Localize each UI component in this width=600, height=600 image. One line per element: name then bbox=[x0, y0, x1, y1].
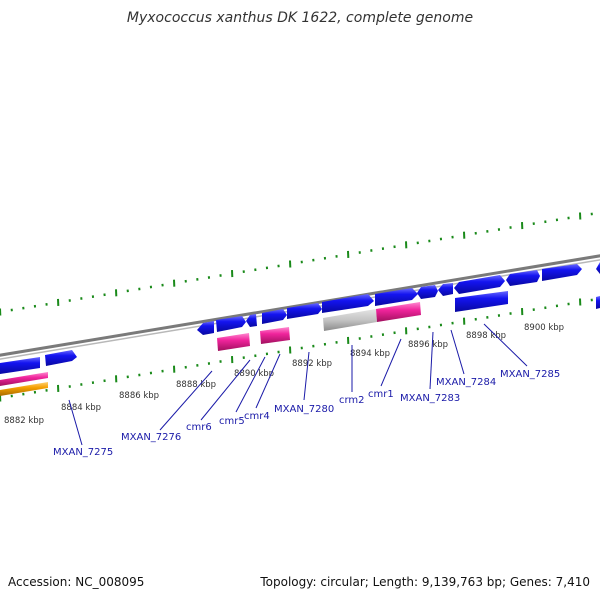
cds-arrow[interactable] bbox=[0, 357, 40, 374]
gene-label[interactable]: cmr6 bbox=[186, 422, 212, 433]
cds-tail[interactable] bbox=[596, 296, 600, 309]
gene-labels: MXAN_7275 MXAN_7276 cmr6 cmr5 cmr4 MXAN_… bbox=[53, 369, 560, 458]
rna-feature[interactable] bbox=[260, 327, 290, 344]
gene-label[interactable]: MXAN_7284 bbox=[436, 377, 496, 388]
accession-text: Accession: NC_008095 bbox=[8, 575, 145, 589]
rna-feature[interactable] bbox=[0, 372, 48, 386]
rna-feature[interactable] bbox=[217, 333, 250, 351]
cds-arrow[interactable] bbox=[322, 294, 374, 313]
cds-arrow[interactable] bbox=[246, 314, 257, 327]
pseudo-feature[interactable] bbox=[323, 309, 377, 331]
kbp-label: 8898 kbp bbox=[466, 331, 506, 341]
cds-block[interactable] bbox=[455, 291, 508, 312]
gene-label[interactable]: MXAN_7276 bbox=[121, 432, 181, 443]
gene-label[interactable]: crm2 bbox=[339, 395, 365, 406]
kbp-label: 8882 kbp bbox=[4, 416, 44, 426]
rrna-feature[interactable] bbox=[0, 382, 48, 396]
cds-arrow[interactable] bbox=[216, 316, 246, 332]
cds-arrow[interactable] bbox=[454, 275, 505, 294]
cds-arrow[interactable] bbox=[287, 303, 322, 319]
feature-track bbox=[0, 262, 600, 396]
cds-arrow[interactable] bbox=[262, 309, 287, 324]
gene-label[interactable]: MXAN_7283 bbox=[400, 393, 460, 404]
inner-tick-row bbox=[0, 298, 593, 402]
kbp-label: 8900 kbp bbox=[524, 323, 564, 333]
rna-feature[interactable] bbox=[376, 302, 421, 322]
gene-label[interactable]: MXAN_7280 bbox=[274, 404, 334, 415]
kbp-label: 8884 kbp bbox=[61, 403, 101, 413]
gene-label[interactable]: MXAN_7275 bbox=[53, 447, 113, 458]
kbp-label: 8886 kbp bbox=[119, 391, 159, 401]
genome-backbone bbox=[0, 254, 600, 357]
gene-leaders bbox=[68, 323, 528, 446]
kbp-label: 8892 kbp bbox=[292, 359, 332, 369]
gene-label[interactable]: cmr5 bbox=[219, 416, 245, 427]
kbp-label: 8888 kbp bbox=[176, 380, 216, 390]
cds-arrow[interactable] bbox=[506, 270, 540, 286]
outer-tick-row bbox=[0, 212, 593, 316]
genome-title: Myxococcus xanthus DK 1622, complete gen… bbox=[126, 10, 474, 26]
kbp-label: 8894 kbp bbox=[350, 349, 390, 359]
gene-label[interactable]: cmr1 bbox=[368, 389, 394, 400]
cds-arrow[interactable] bbox=[417, 285, 438, 299]
kbp-label: 8890 kbp bbox=[234, 369, 274, 379]
cds-arrow[interactable] bbox=[542, 264, 582, 281]
cds-arrow[interactable] bbox=[438, 283, 453, 296]
genome-stats: Topology: circular; Length: 9,139,763 bp… bbox=[260, 575, 590, 589]
kbp-label: 8896 kbp bbox=[408, 340, 448, 350]
cds-arrow[interactable] bbox=[45, 350, 77, 366]
gene-label[interactable]: MXAN_7285 bbox=[500, 369, 560, 380]
gene-label[interactable]: cmr4 bbox=[244, 411, 270, 422]
cds-arrow[interactable] bbox=[197, 321, 214, 335]
cds-arrow[interactable] bbox=[596, 262, 600, 274]
cds-arrow[interactable] bbox=[375, 288, 418, 306]
kbp-labels: 8882 kbp 8884 kbp 8886 kbp 8888 kbp 8890… bbox=[4, 323, 564, 426]
